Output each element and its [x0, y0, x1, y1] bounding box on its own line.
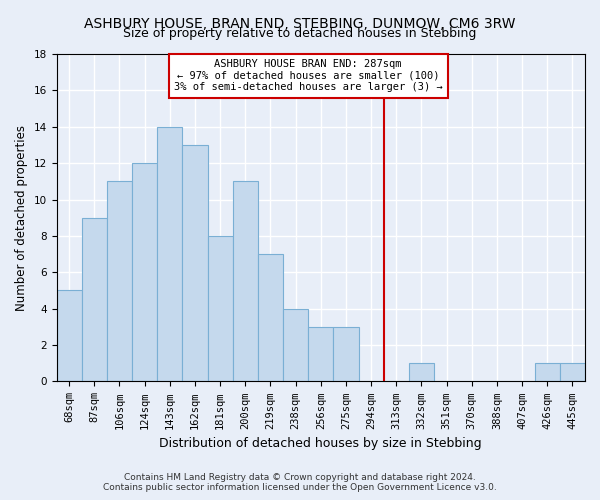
Y-axis label: Number of detached properties: Number of detached properties	[15, 124, 28, 310]
Bar	[258, 254, 283, 382]
Text: ASHBURY HOUSE BRAN END: 287sqm
← 97% of detached houses are smaller (100)
3% of : ASHBURY HOUSE BRAN END: 287sqm ← 97% of …	[174, 59, 443, 92]
Bar	[308, 327, 334, 382]
Bar	[182, 145, 208, 382]
Bar	[334, 327, 359, 382]
Bar	[233, 182, 258, 382]
Bar	[560, 364, 585, 382]
Bar	[82, 218, 107, 382]
Bar	[208, 236, 233, 382]
Text: ASHBURY HOUSE, BRAN END, STEBBING, DUNMOW, CM6 3RW: ASHBURY HOUSE, BRAN END, STEBBING, DUNMO…	[84, 18, 516, 32]
Text: Size of property relative to detached houses in Stebbing: Size of property relative to detached ho…	[124, 28, 476, 40]
Bar	[157, 127, 182, 382]
Bar	[107, 182, 132, 382]
X-axis label: Distribution of detached houses by size in Stebbing: Distribution of detached houses by size …	[160, 437, 482, 450]
Bar	[56, 290, 82, 382]
Bar	[132, 163, 157, 382]
Bar	[283, 308, 308, 382]
Bar	[409, 364, 434, 382]
Text: Contains HM Land Registry data © Crown copyright and database right 2024.
Contai: Contains HM Land Registry data © Crown c…	[103, 473, 497, 492]
Bar	[535, 364, 560, 382]
